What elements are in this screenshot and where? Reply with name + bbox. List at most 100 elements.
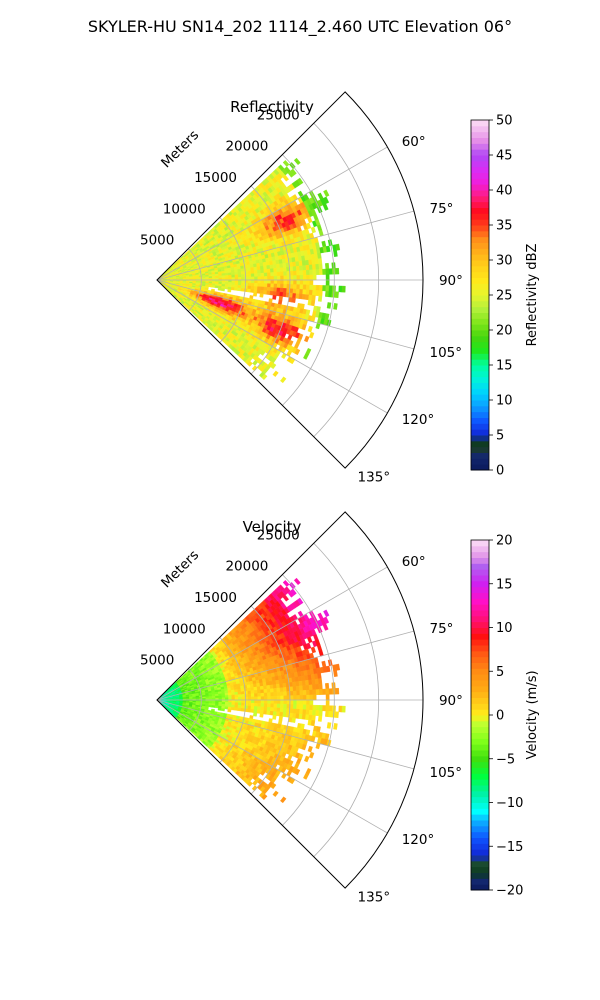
- range-gate: [315, 284, 320, 291]
- range-gate: [266, 286, 271, 292]
- range-gate: [231, 702, 236, 706]
- range-gate: [257, 286, 262, 291]
- azimuth-spoke: [156, 630, 415, 701]
- range-gate: [283, 699, 288, 705]
- range-gate: [241, 699, 245, 704]
- range-gate: [303, 352, 309, 360]
- range-gate: [266, 706, 271, 712]
- range-gate: [279, 267, 284, 273]
- range-gate: [253, 269, 258, 274]
- colorbar-segment: [471, 837, 489, 844]
- range-gate: [273, 271, 278, 277]
- range-gate: [266, 688, 271, 694]
- range-gate: [247, 282, 252, 287]
- range-gate: [283, 275, 288, 281]
- range-gate: [299, 265, 304, 271]
- colorbar-segment: [471, 633, 489, 640]
- colorbar-tick-label: 25: [496, 289, 513, 304]
- colorbar-segment: [471, 219, 489, 226]
- range-gate: [293, 157, 301, 166]
- range-gate: [270, 362, 277, 370]
- range-gate: [234, 282, 239, 286]
- range-gate: [211, 695, 216, 699]
- range-gate: [312, 269, 317, 276]
- colorbar-segment: [471, 604, 489, 611]
- range-gate: [325, 279, 330, 286]
- colorbar-segment: [471, 732, 489, 739]
- range-gate: [240, 268, 245, 272]
- range-gate: [240, 688, 245, 692]
- range-gate: [280, 279, 284, 285]
- range-gate: [322, 688, 327, 695]
- colorbar-segment: [471, 143, 489, 150]
- range-gate: [270, 268, 275, 273]
- range-gate: [317, 672, 322, 680]
- colorbar-tick-label: 15: [496, 359, 513, 374]
- range-gate: [247, 696, 252, 701]
- range-gate: [253, 689, 258, 694]
- range-gate: [211, 275, 216, 279]
- range-gate: [326, 302, 332, 309]
- range-gate: [211, 705, 216, 708]
- colorbar-segment: [471, 166, 489, 173]
- range-tick-label: 20000: [225, 139, 268, 155]
- range-gate: [299, 275, 304, 281]
- range-gate: [260, 279, 265, 284]
- range-gate: [276, 703, 281, 709]
- colorbar-segment: [471, 213, 489, 220]
- range-gate: [247, 780, 253, 787]
- sector-frame: [156, 91, 424, 469]
- range-gate: [244, 699, 249, 704]
- range-gate: [296, 284, 301, 290]
- range-gate: [254, 276, 258, 281]
- range-gate: [250, 273, 255, 278]
- colorbar-segment: [471, 884, 489, 891]
- range-gate: [306, 284, 310, 291]
- range-gate: [270, 695, 275, 701]
- range-gate: [283, 279, 288, 285]
- colorbar-tick-label: 20: [496, 324, 513, 339]
- range-gate: [328, 705, 333, 712]
- range-gate: [237, 702, 242, 706]
- range-gate: [273, 268, 278, 273]
- range-gate: [234, 707, 239, 711]
- range-gate: [315, 689, 320, 696]
- azimuth-tick-label: 60°: [402, 554, 426, 570]
- range-gate: [250, 267, 255, 272]
- range-gate: [237, 274, 242, 278]
- range-tick-label: 5000: [140, 233, 174, 249]
- velocity-panel-title: Velocity: [243, 518, 302, 536]
- range-gate: [260, 269, 265, 274]
- range-gate: [307, 745, 313, 753]
- colorbar-segment: [471, 435, 489, 442]
- range-gate: [251, 699, 255, 704]
- range-gate: [257, 706, 262, 711]
- colorbar-segment: [471, 417, 489, 424]
- range-gate: [250, 288, 255, 293]
- colorbar-segment: [471, 744, 489, 751]
- range-gate: [338, 285, 343, 293]
- colorbar-segment: [471, 761, 489, 768]
- range-gate: [231, 282, 236, 286]
- range-gate: [312, 274, 317, 281]
- range-gate: [261, 793, 268, 801]
- range-gate: [277, 275, 281, 281]
- range-tick-label: 5000: [140, 653, 174, 669]
- range-gate: [280, 703, 284, 709]
- colorbar-segment: [471, 178, 489, 185]
- range-gate: [335, 663, 341, 671]
- colorbar-segment: [471, 254, 489, 261]
- range-gate: [289, 686, 294, 692]
- range-gate: [224, 286, 229, 290]
- colorbar-tick-label: 45: [496, 149, 513, 164]
- range-gate: [309, 694, 314, 701]
- range-gate: [228, 274, 232, 278]
- range-gate: [289, 690, 294, 696]
- range-gate: [259, 265, 264, 271]
- range-gate: [214, 705, 219, 709]
- azimuth-tick-label: 105°: [429, 345, 462, 361]
- range-gate: [296, 695, 301, 701]
- range-gate: [256, 709, 261, 714]
- range-gate: [257, 703, 262, 707]
- range-gate: [335, 243, 341, 251]
